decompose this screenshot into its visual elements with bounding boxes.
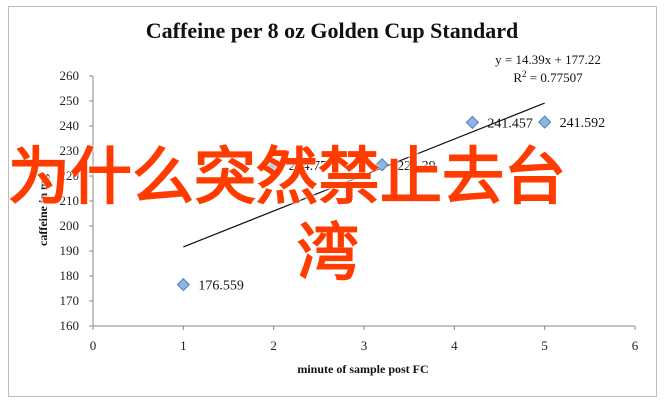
- data-point-marker: [537, 115, 552, 129]
- r-squared-prefix: R: [513, 70, 522, 85]
- x-tick-label: 6: [632, 338, 639, 353]
- x-tick-label: 3: [361, 338, 368, 353]
- x-tick-label: 2: [270, 338, 277, 353]
- y-tick-label: 220: [60, 168, 80, 183]
- x-tick-label: 0: [90, 338, 97, 353]
- y-tick-label: 240: [60, 118, 80, 133]
- data-point-marker: [176, 277, 191, 292]
- data-label: 241.592: [560, 116, 606, 131]
- r-squared: R2 = 0.77507: [513, 69, 583, 85]
- y-tick-label: 210: [60, 193, 80, 208]
- y-tick-label: 260: [60, 68, 80, 83]
- y-tick-label: 170: [60, 293, 80, 308]
- trendline-equation: y = 14.39x + 177.22: [495, 52, 601, 67]
- y-tick-label: 190: [60, 243, 80, 258]
- r-squared-value: = 0.77507: [527, 70, 584, 85]
- data-label: 241.457: [487, 116, 533, 131]
- data-point-marker: [266, 158, 281, 172]
- y-tick-label: 200: [60, 218, 80, 233]
- trendline-group: [183, 102, 545, 248]
- data-label: 224.77: [289, 159, 328, 174]
- y-tick-label: 230: [60, 143, 80, 158]
- trendline: [183, 102, 545, 248]
- data-points: 176.559 224.77 224.39 241.457 241.592: [176, 115, 606, 294]
- y-tick-label: 180: [60, 268, 80, 283]
- axes: 160 170 180 190 200 210 220 230 240 250 260 0 1 2 3 4 5 6: [60, 68, 639, 353]
- data-point-marker: [375, 158, 389, 172]
- x-tick-label: 5: [541, 338, 548, 353]
- data-label: 224.39: [397, 159, 436, 174]
- chart-frame: [8, 6, 657, 397]
- x-axis-label: minute of sample post FC: [297, 362, 428, 376]
- x-tick-label: 1: [180, 338, 187, 353]
- y-tick-label: 250: [60, 93, 80, 108]
- data-point-marker: [465, 115, 480, 130]
- x-tick-label: 4: [451, 338, 458, 353]
- r-squared-superscript: 2: [522, 69, 527, 79]
- y-axis-label: caffeine in mg: [36, 174, 50, 246]
- data-label: 176.559: [198, 279, 244, 294]
- y-tick-label: 160: [60, 318, 80, 333]
- chart-title: Caffeine per 8 oz Golden Cup Standard: [146, 18, 518, 43]
